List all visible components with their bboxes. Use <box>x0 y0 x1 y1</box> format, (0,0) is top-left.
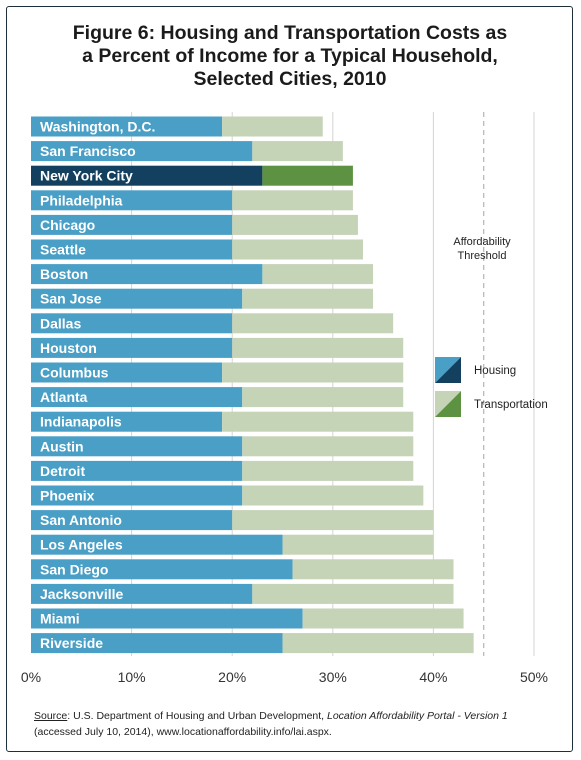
category-label: Detroit <box>40 463 85 479</box>
source-note: Source: U.S. Department of Housing and U… <box>34 708 554 740</box>
x-tick-label: 10% <box>118 669 146 685</box>
bar-transportation <box>242 436 414 457</box>
bar-housing <box>31 165 263 186</box>
bar-housing <box>31 485 243 506</box>
bar-transportation <box>252 583 454 604</box>
category-label: Riverside <box>40 635 103 651</box>
bar-transportation <box>262 165 353 186</box>
category-label: Boston <box>40 266 88 282</box>
bar-transportation <box>242 387 404 408</box>
bar-housing <box>31 583 253 604</box>
x-tick-label: 50% <box>520 669 548 685</box>
bar-housing <box>31 337 233 358</box>
bar-transportation <box>252 141 343 162</box>
bar-transportation <box>232 313 394 334</box>
figure-frame <box>6 6 573 752</box>
threshold-label: Threshold <box>458 250 507 262</box>
bar-transportation <box>232 239 363 260</box>
category-label: Washington, D.C. <box>40 119 155 135</box>
bar-housing <box>31 436 243 457</box>
bar-housing <box>31 116 223 137</box>
bar-transportation <box>222 362 404 383</box>
bar-transportation <box>232 190 353 211</box>
category-label: Dallas <box>40 315 81 331</box>
bar-transportation <box>232 214 358 235</box>
x-tick-label: 0% <box>21 669 41 685</box>
bar-housing <box>31 264 263 285</box>
bar-transportation <box>282 534 434 555</box>
bar-housing <box>31 239 233 260</box>
category-label: Phoenix <box>40 488 95 504</box>
category-label: Indianapolis <box>40 414 122 430</box>
bar-transportation <box>232 510 434 531</box>
bar-transportation <box>282 633 474 654</box>
source-text: : U.S. Department of Housing and Urban D… <box>67 710 327 722</box>
bar-housing <box>31 510 233 531</box>
category-label: San Jose <box>40 291 102 307</box>
category-label: New York City <box>40 168 133 184</box>
bar-transportation <box>232 337 404 358</box>
bar-housing <box>31 460 243 481</box>
x-tick-label: 30% <box>319 669 347 685</box>
bar-transportation <box>302 608 464 629</box>
bar-housing <box>31 214 233 235</box>
chart-title: Figure 6: Housing and Transportation Cos… <box>20 22 560 91</box>
bar-transportation <box>242 460 414 481</box>
bar-transportation <box>242 485 424 506</box>
category-label: San Diego <box>40 561 108 577</box>
bar-housing <box>31 387 243 408</box>
bar-chart: Washington, D.C. San Francisco New York Ci… <box>21 112 548 685</box>
bar-housing <box>31 141 253 162</box>
threshold-label: Affordability <box>453 236 511 248</box>
category-label: Atlanta <box>40 389 88 405</box>
category-label: Austin <box>40 438 84 454</box>
title-line-1: Figure 6: Housing and Transportation Cos… <box>72 22 508 44</box>
category-label: Houston <box>40 340 97 356</box>
category-label: San Francisco <box>40 143 136 159</box>
title-line-2: a Percent of Income for a Typical Househ… <box>82 45 498 67</box>
bar-housing <box>31 190 233 211</box>
x-tick-label: 20% <box>218 669 246 685</box>
bar-housing <box>31 288 243 309</box>
source-label: Source <box>34 710 68 722</box>
bar-housing <box>31 534 283 555</box>
bar-housing <box>31 608 303 629</box>
category-label: Columbus <box>40 365 109 381</box>
source-publication: Location Affordability Portal - Version … <box>327 710 508 722</box>
legend-swatch-dark <box>435 391 461 417</box>
bar-transportation <box>242 288 374 309</box>
title-line-3: Selected Cities, 2010 <box>193 68 387 90</box>
legend-swatch-dark <box>435 357 461 383</box>
bar-housing <box>31 633 283 654</box>
category-label: Miami <box>40 611 80 627</box>
category-label: Philadelphia <box>40 192 123 208</box>
legend-label: Housing <box>474 365 516 377</box>
bar-transportation <box>292 559 454 580</box>
category-label: Chicago <box>40 217 95 233</box>
source-access: (accessed July 10, 2014), www.locationaf… <box>34 726 332 738</box>
category-label: Los Angeles <box>40 537 123 553</box>
category-label: San Antonio <box>40 512 122 528</box>
bar-transportation <box>262 264 374 285</box>
category-label: Jacksonville <box>40 586 123 602</box>
bar-housing <box>31 362 223 383</box>
bar-housing <box>31 313 233 334</box>
legend-label: Transportation <box>474 399 548 411</box>
x-tick-label: 40% <box>419 669 447 685</box>
bar-transportation <box>222 116 323 137</box>
bar-transportation <box>222 411 414 432</box>
bar-housing <box>31 411 223 432</box>
bar-housing <box>31 559 293 580</box>
category-label: Seattle <box>40 242 86 258</box>
